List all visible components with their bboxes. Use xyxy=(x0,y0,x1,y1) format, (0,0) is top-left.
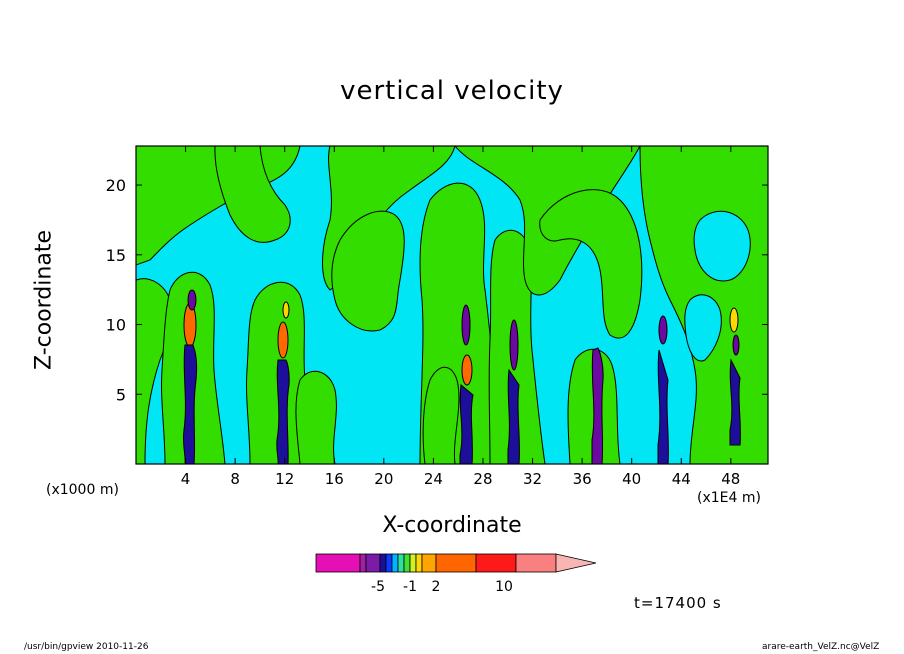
core-x30-purple xyxy=(509,319,519,371)
region-cyan-island-right xyxy=(693,210,751,282)
x-tick-label-0: 4 xyxy=(181,470,191,488)
time-label: t=17400 s xyxy=(634,594,722,612)
region-green-low-center xyxy=(422,367,460,464)
colorbar-swatch-8 xyxy=(409,553,417,573)
updraft-cores xyxy=(182,289,741,464)
colorbar-swatch-1 xyxy=(359,553,367,573)
y-tick-label-2: 15 xyxy=(106,246,126,265)
x-tick-label-5: 24 xyxy=(424,470,443,488)
x-unit-right: (x1E4 m) xyxy=(697,490,761,506)
colorbar-swatch-5 xyxy=(391,553,399,573)
x-tick-label-6: 28 xyxy=(473,470,492,488)
x-tick-label-9: 40 xyxy=(622,470,641,488)
x-tick-label-7: 32 xyxy=(523,470,542,488)
y-tick-label-3: 20 xyxy=(106,176,126,195)
colorbar-swatch-9 xyxy=(415,553,423,573)
x-unit-left: (x1000 m) xyxy=(46,482,119,498)
column-x43-lower xyxy=(657,349,669,464)
colorbar-swatch-0 xyxy=(315,553,361,573)
y-tick-label-1: 10 xyxy=(106,316,126,335)
footer-right: arare-earth_VelZ.nc@VelZ xyxy=(762,642,880,652)
column-x37 xyxy=(591,347,604,464)
colorbar-swatch-7 xyxy=(403,553,411,573)
y-tick-label-0: 5 xyxy=(116,385,126,404)
region-upper-mid xyxy=(214,146,291,243)
column-x27-lower xyxy=(459,384,474,464)
footer-left: /usr/bin/gpview 2010-11-26 xyxy=(24,642,149,652)
colorbar-swatch-3 xyxy=(379,553,387,573)
colorbar-label-0: -5 xyxy=(371,579,385,595)
colorbar-swatch-6 xyxy=(397,553,405,573)
column-x12-lower xyxy=(276,359,290,464)
chart-title: vertical velocity xyxy=(340,76,564,106)
colorbar-arrow xyxy=(555,553,597,573)
x-tick-label-8: 36 xyxy=(573,470,592,488)
column-x4-lower xyxy=(182,344,198,464)
plot-frame xyxy=(135,145,769,465)
x-tick-label-4: 20 xyxy=(374,470,393,488)
core-x27-purple xyxy=(461,304,471,346)
x-tick-label-11: 48 xyxy=(721,470,740,488)
core-x12-orange xyxy=(277,321,289,359)
colorbar: -5 -1 2 10 xyxy=(315,553,597,595)
colorbar-swatch-11 xyxy=(435,553,477,573)
core-x4-purple xyxy=(187,289,197,311)
colorbar-swatch-10 xyxy=(421,553,437,573)
x-tick-label-3: 16 xyxy=(325,470,344,488)
colorbar-label-2: 2 xyxy=(432,579,441,595)
y-axis: 5 10 15 20 xyxy=(106,176,768,404)
core-x4-orange xyxy=(183,302,197,348)
region-cyan-island-low xyxy=(684,294,722,362)
colorbar-swatch-13 xyxy=(515,553,557,573)
colorbar-swatch-4 xyxy=(385,553,393,573)
core-x48-yellow xyxy=(729,307,739,333)
column-x30-lower xyxy=(507,368,520,464)
x-axis-label: X-coordinate xyxy=(382,513,522,538)
core-x48-purple xyxy=(732,334,740,356)
colorbar-label-3: 10 xyxy=(495,579,513,595)
region-plume-20 xyxy=(331,210,405,332)
colorbar-swatch-12 xyxy=(475,553,517,573)
x-axis: 4 8 12 16 20 24 28 32 36 40 44 48 xyxy=(181,146,740,488)
column-x48-lower xyxy=(729,358,741,446)
core-x43-purple xyxy=(658,315,668,345)
x-tick-label-10: 44 xyxy=(672,470,691,488)
x-tick-label-2: 12 xyxy=(275,470,294,488)
core-x27-orange xyxy=(461,354,473,386)
core-x12-yellow xyxy=(282,301,290,319)
region-arch-right xyxy=(539,189,643,339)
region-green-16 xyxy=(295,370,337,464)
colorbar-label-1: -1 xyxy=(403,579,417,595)
plot-area xyxy=(136,146,768,464)
y-axis-label: Z-coordinate xyxy=(31,230,57,370)
colorbar-swatch-2 xyxy=(365,553,381,573)
x-tick-label-1: 8 xyxy=(230,470,240,488)
